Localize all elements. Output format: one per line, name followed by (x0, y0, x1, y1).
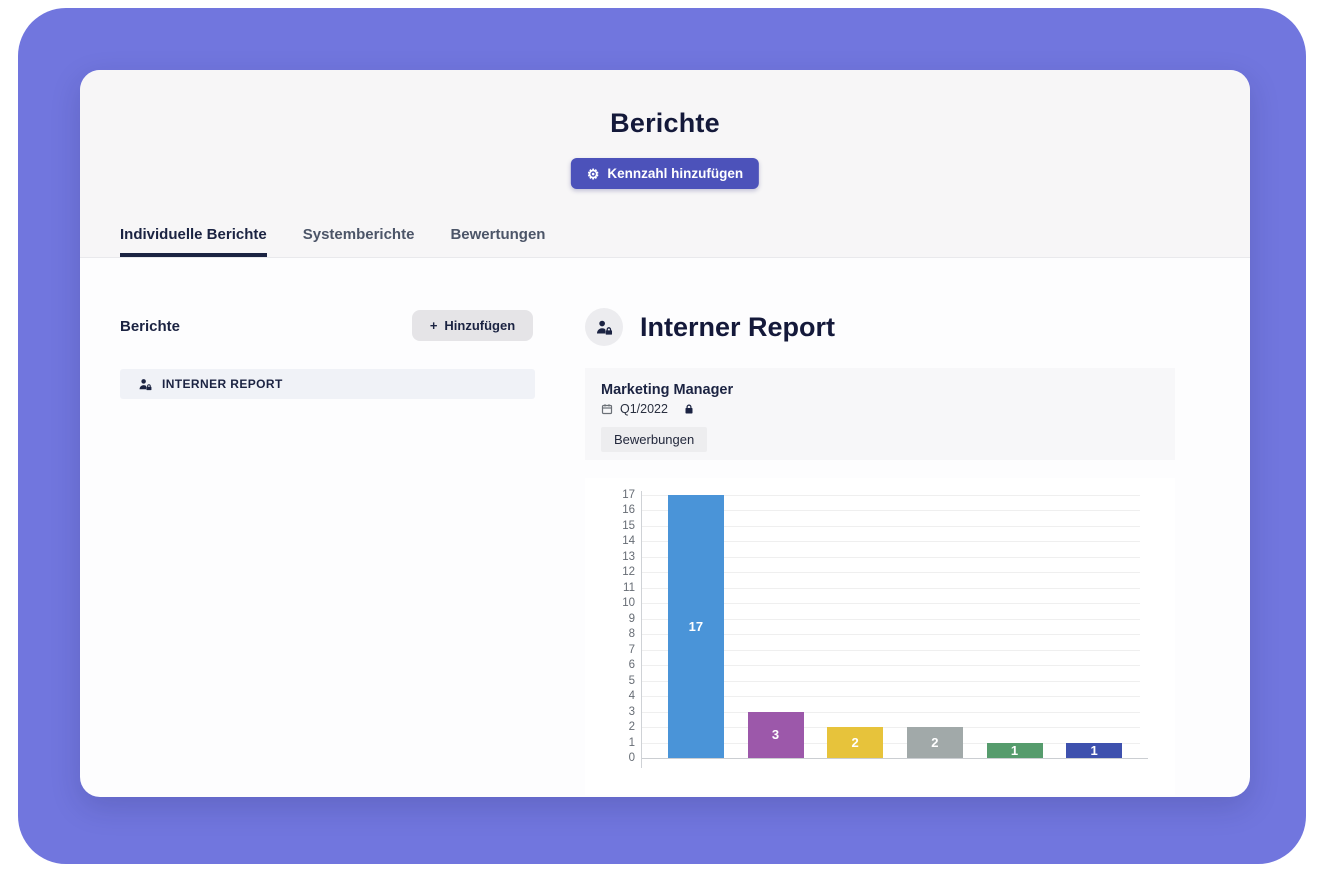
gridline (642, 556, 1140, 558)
y-tick-label: 4 (628, 690, 635, 703)
add-metric-button[interactable]: ⚙ Kennzahl hinzufügen (570, 158, 760, 189)
gear-icon: ⚙ (586, 165, 600, 182)
report-avatar (585, 308, 623, 346)
tab-bewertungen[interactable]: Bewertungen (450, 226, 546, 243)
add-metric-button-label: Kennzahl hinzufügen (607, 166, 744, 181)
app-header: Berichte ⚙ Kennzahl hinzufügen Individue… (80, 70, 1250, 258)
bar: 2 (827, 727, 884, 758)
gridline (642, 541, 1140, 543)
y-tick-label: 3 (628, 705, 635, 718)
bar-value-label: 3 (771, 727, 780, 743)
gridline (642, 665, 1140, 667)
y-tick-label: 12 (622, 566, 635, 579)
bar: 3 (747, 711, 804, 758)
tab-systemberichte[interactable]: Systemberichte (302, 226, 415, 243)
x-axis-line (642, 758, 1148, 759)
metric-period: Q1/2022 (620, 402, 668, 416)
bar-chart-plot: 0 1 2 3 4 5 6 7 8 9 10 11 12 13 14 15 16 17 17 3 2 2 1 1 (622, 489, 1148, 768)
bar-value-label: 1 (1090, 742, 1098, 758)
gridline (642, 618, 1140, 620)
gridline (642, 587, 1140, 589)
user-lock-icon (595, 318, 614, 337)
bar-value-label: 2 (931, 735, 939, 751)
y-tick-label: 10 (622, 597, 635, 610)
report-list-item[interactable]: INTERNER REPORT (120, 369, 535, 399)
y-tick-label: 6 (628, 659, 635, 672)
gridline (642, 727, 1140, 729)
y-tick-label: 7 (628, 643, 635, 656)
y-tick-label: 2 (628, 721, 635, 734)
y-tick-label: 9 (628, 612, 635, 625)
metric-badge: Bewerbungen (601, 427, 708, 452)
add-report-button[interactable]: + Hinzufügen (412, 310, 533, 341)
y-tick-label: 13 (622, 550, 635, 563)
bar-chart-panel: 0 1 2 3 4 5 6 7 8 9 10 11 12 13 14 15 16 17 17 3 2 2 1 1 (585, 478, 1175, 795)
y-tick-label: 14 (622, 535, 635, 548)
add-report-button-label: Hinzufügen (444, 318, 516, 333)
plus-icon: + (429, 318, 438, 333)
bar-value-label: 2 (851, 735, 859, 751)
report-title: Interner Report (640, 311, 836, 342)
user-lock-icon (138, 377, 153, 392)
y-tick-label: 15 (622, 519, 635, 532)
gridline (642, 572, 1140, 574)
tab-bar: Individuelle Berichte Systemberichte Bew… (120, 226, 545, 257)
gridline (642, 634, 1140, 636)
calendar-icon (601, 403, 613, 415)
gridline (642, 603, 1140, 605)
metric-card: Marketing Manager Q1/2022 Bewerbungen (585, 368, 1175, 460)
reports-list-title: Berichte (120, 318, 181, 335)
bar: 17 (667, 495, 724, 758)
y-tick-label: 5 (628, 674, 635, 687)
bar-value-label: 1 (1010, 742, 1019, 758)
gridline (642, 495, 1140, 496)
report-header: Interner Report (585, 308, 835, 346)
metric-name: Marketing Manager (601, 382, 734, 398)
gridline (642, 649, 1140, 651)
y-tick-label: 17 (622, 489, 635, 501)
gridline (642, 680, 1140, 682)
gridline (642, 510, 1140, 512)
lock-icon (683, 403, 695, 415)
bar-value-label: 17 (688, 619, 704, 634)
y-tick-label: 1 (628, 736, 635, 749)
tab-individuelle-berichte[interactable]: Individuelle Berichte (120, 226, 267, 257)
bar: 1 (1066, 742, 1123, 758)
gridline (642, 711, 1140, 713)
bar: 1 (986, 742, 1043, 758)
y-tick-label: 8 (628, 628, 635, 641)
report-list-item-label: INTERNER REPORT (162, 377, 283, 391)
page-title: Berichte (610, 108, 720, 138)
metric-meta-row: Q1/2022 (601, 402, 1159, 416)
bar: 2 (906, 727, 963, 758)
y-tick-label: 0 (628, 752, 635, 764)
gridline (642, 742, 1140, 744)
gridline (642, 696, 1140, 698)
gridline (642, 525, 1140, 527)
y-axis-line (641, 491, 642, 768)
y-tick-label: 11 (623, 581, 635, 594)
y-tick-label: 16 (622, 504, 635, 517)
app-window: Berichte ⚙ Kennzahl hinzufügen Individue… (80, 70, 1250, 797)
